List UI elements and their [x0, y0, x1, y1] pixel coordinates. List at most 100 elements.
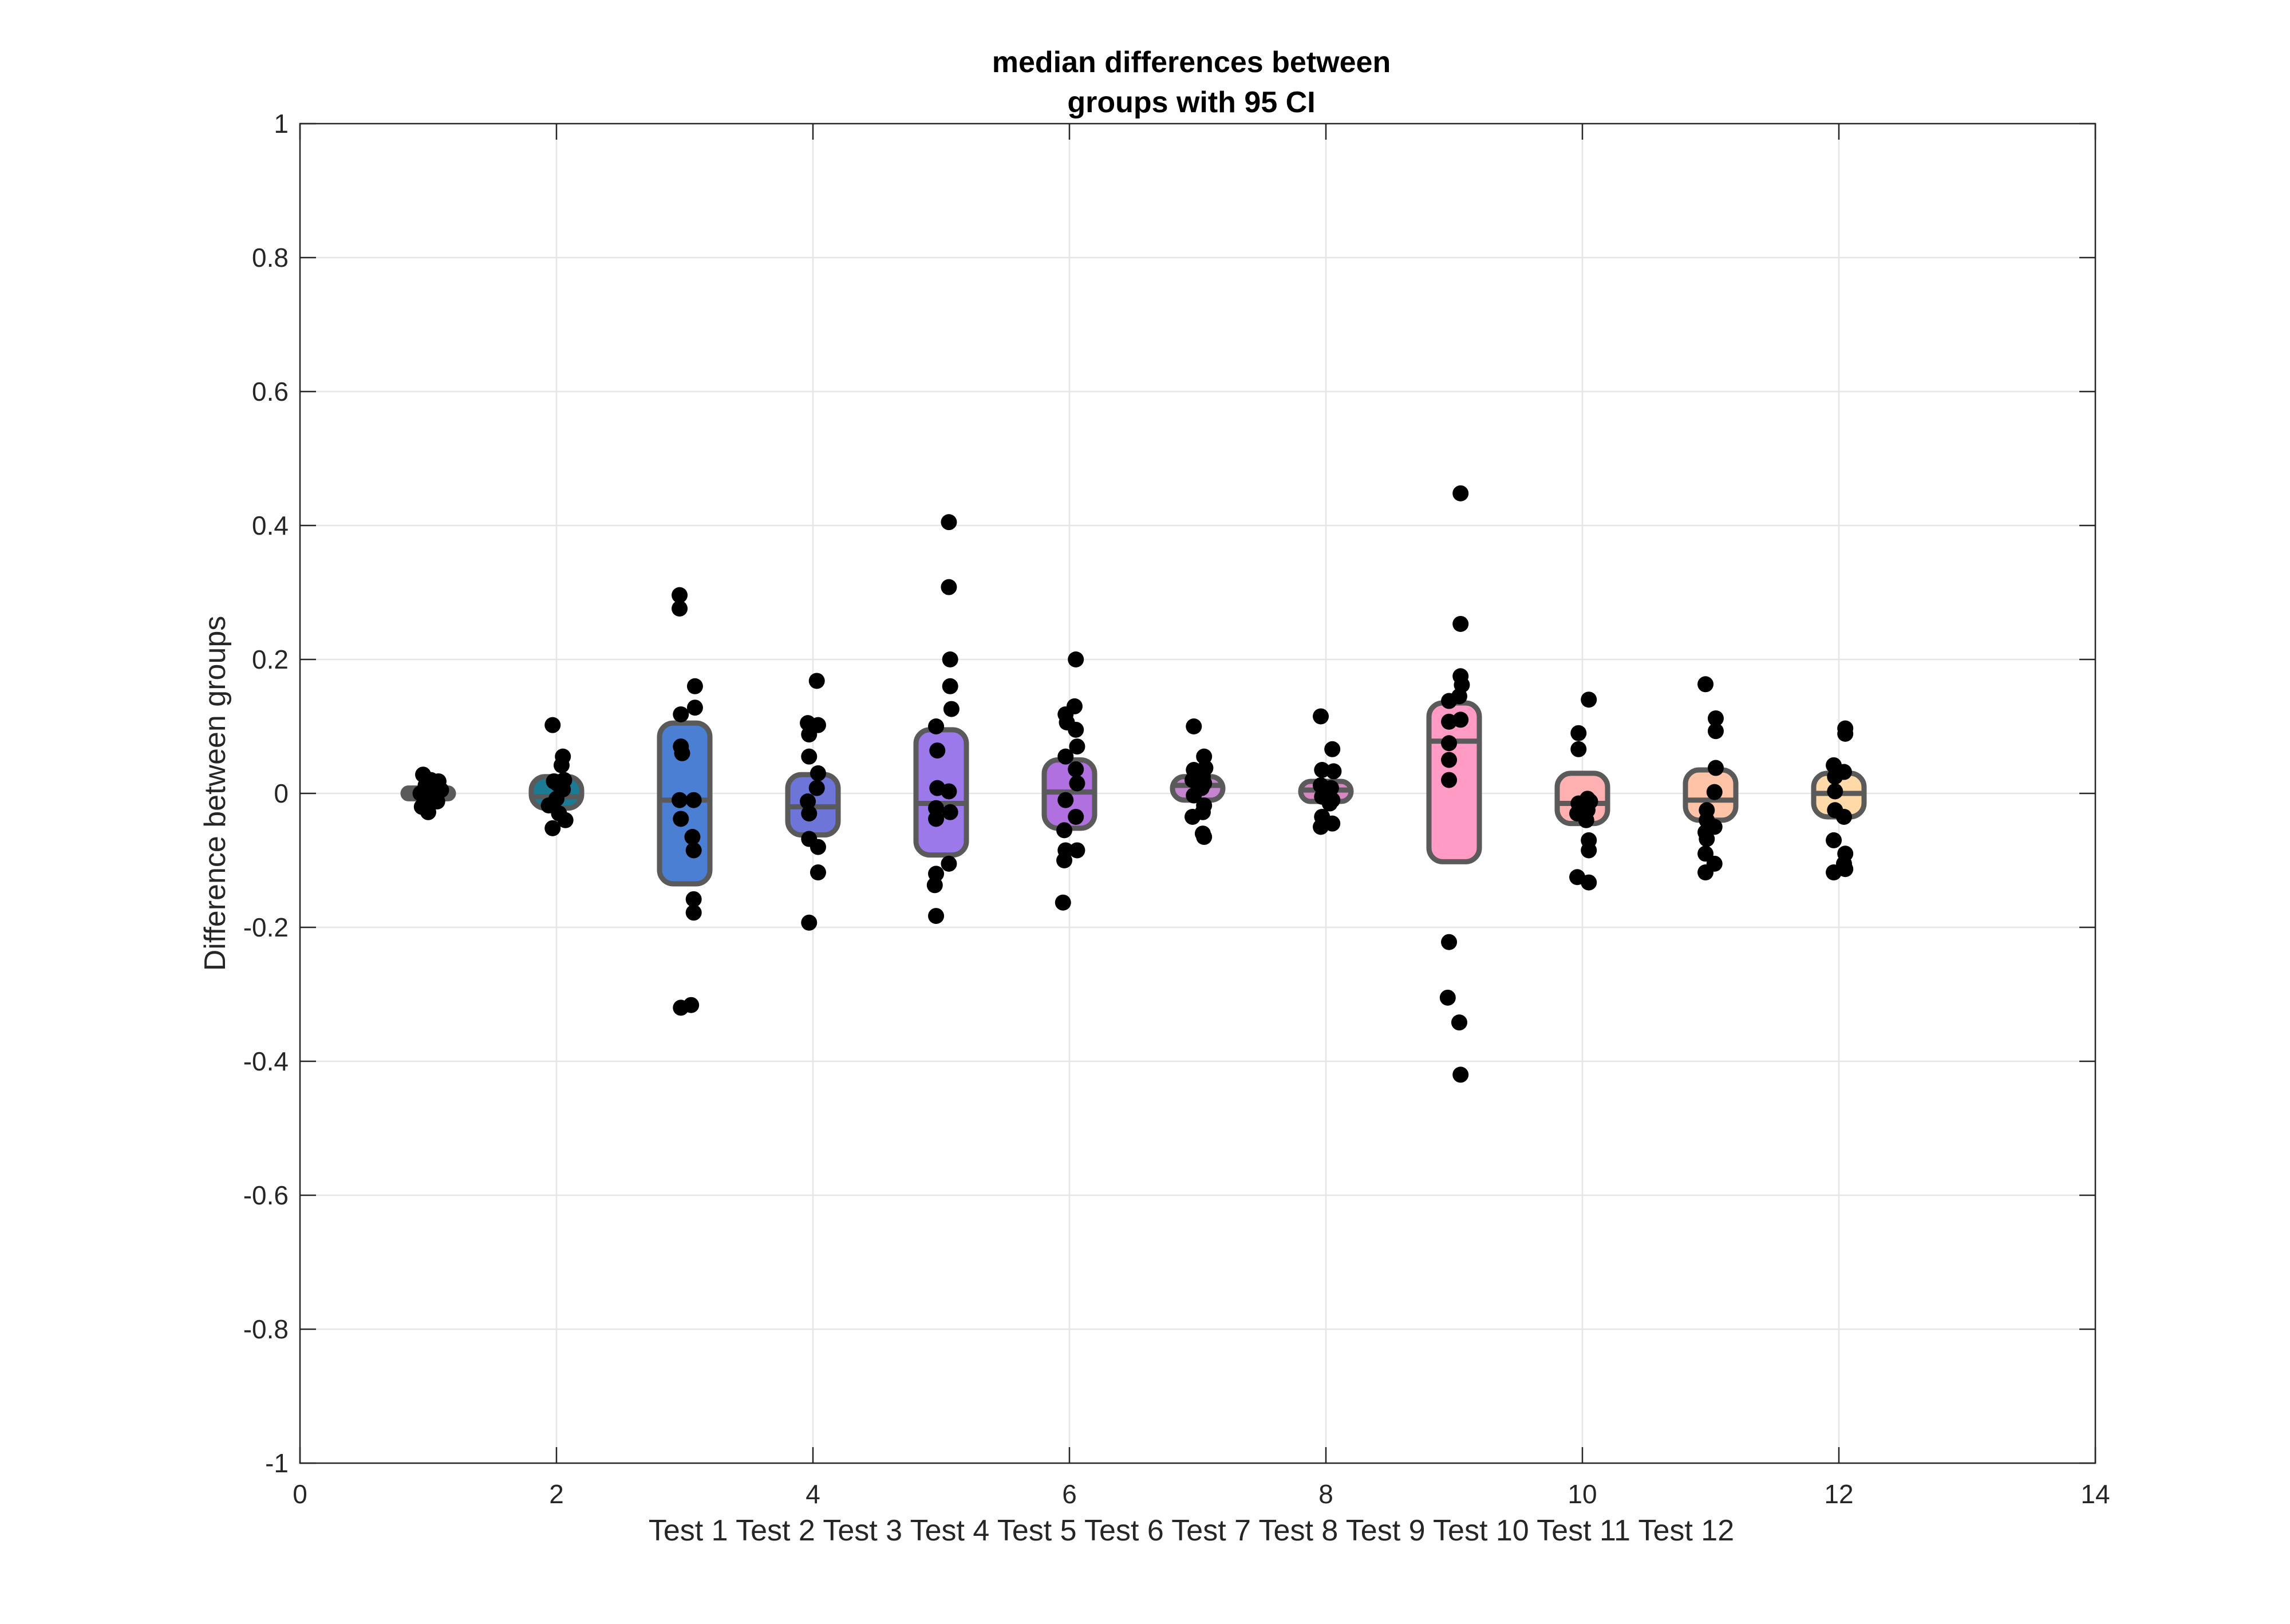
data-point [1451, 1014, 1467, 1031]
group-4 [785, 673, 841, 931]
data-point [1581, 842, 1597, 859]
y-tick-label: -0.6 [243, 1180, 289, 1210]
data-point [1069, 842, 1085, 859]
data-point [1706, 784, 1723, 800]
y-axis-title: Difference between groups [199, 616, 232, 971]
y-tick-label: 1 [274, 109, 289, 139]
data-point [1441, 713, 1458, 730]
group-1 [400, 766, 456, 820]
data-point [941, 855, 957, 872]
data-point [1837, 861, 1854, 878]
data-point [420, 804, 436, 820]
data-point [1441, 772, 1458, 788]
data-point [810, 839, 826, 855]
data-point [1069, 738, 1085, 755]
data-point [1186, 787, 1202, 804]
plot-groups [400, 485, 1867, 1083]
data-point [1313, 819, 1329, 835]
data-point [801, 748, 818, 765]
data-point [1826, 832, 1842, 848]
data-point [1324, 741, 1341, 757]
x-tick-label: 14 [2080, 1479, 2110, 1509]
y-tick-label: -0.2 [243, 912, 289, 942]
data-point [801, 726, 818, 743]
data-point [673, 706, 689, 722]
data-point [1441, 693, 1458, 709]
data-point [1068, 808, 1084, 825]
data-point [929, 742, 946, 759]
data-point [1452, 1066, 1469, 1083]
data-point [926, 877, 943, 894]
data-point [544, 820, 561, 836]
data-point [684, 829, 701, 845]
group-3 [657, 587, 713, 1016]
data-point [1441, 934, 1458, 950]
data-point [942, 678, 958, 694]
y-tick-label: -0.4 [243, 1046, 289, 1076]
data-point [928, 811, 945, 827]
data-point [673, 811, 689, 827]
data-point [686, 700, 703, 716]
data-point [1186, 718, 1202, 734]
y-tick-label: 0.2 [252, 645, 289, 674]
data-point [810, 765, 826, 781]
x-axis-title: Test 1 Test 2 Test 3 Test 4 Test 5 Test … [649, 1514, 1734, 1547]
data-point [1570, 741, 1587, 757]
x-tick-label: 10 [1568, 1479, 1597, 1509]
data-point [1057, 748, 1074, 765]
y-tick-label: 0.4 [252, 511, 289, 540]
axis-ticks: 0 2 4 6 8 10 12 14 -1 -0.8 -0.6 -0.4 -0.2 0 0.2 0.4 0.6 0… [243, 109, 2110, 1509]
data-point [1827, 768, 1843, 785]
x-tick-label: 0 [293, 1479, 307, 1509]
x-tick-label: 12 [1824, 1479, 1853, 1509]
data-point [685, 904, 702, 921]
chart-title-line-1: median differences between [992, 46, 1391, 79]
data-point [928, 718, 945, 734]
data-point [1068, 761, 1084, 777]
data-point [1452, 485, 1469, 501]
data-point [943, 701, 960, 717]
data-point [1196, 829, 1213, 845]
data-point [1321, 795, 1338, 812]
data-point [685, 792, 702, 808]
data-point [942, 651, 958, 667]
data-point [941, 514, 957, 531]
x-tick-label: 8 [1318, 1479, 1333, 1509]
data-point [672, 600, 688, 617]
data-point [801, 805, 818, 822]
data-point [1707, 710, 1724, 726]
data-point [1056, 852, 1073, 868]
data-point [928, 908, 945, 924]
data-point [942, 804, 958, 820]
group-9 [1426, 485, 1482, 1083]
data-point [1581, 874, 1597, 891]
data-point [429, 793, 445, 810]
data-point [1827, 783, 1843, 800]
data-point [801, 914, 818, 931]
data-point [1707, 760, 1724, 776]
data-point [1697, 676, 1714, 693]
data-point [1578, 812, 1594, 828]
data-point [1055, 894, 1071, 911]
data-point [1570, 725, 1587, 741]
data-point [1707, 723, 1724, 740]
x-tick-label: 6 [1062, 1479, 1077, 1509]
group-2 [528, 717, 585, 836]
data-point [1313, 708, 1329, 725]
data-point [808, 673, 825, 689]
data-point [1068, 651, 1084, 667]
data-point [1441, 735, 1458, 752]
data-point [1581, 692, 1597, 708]
data-point [1441, 752, 1458, 768]
data-point [1697, 864, 1714, 881]
group-10 [1554, 692, 1610, 891]
group-7 [1170, 718, 1226, 845]
data-point [672, 587, 688, 603]
data-point [810, 864, 826, 881]
data-point [685, 842, 702, 859]
group-8 [1298, 708, 1354, 835]
data-point [685, 891, 702, 907]
data-point [544, 717, 561, 733]
x-tick-label: 2 [549, 1479, 564, 1509]
